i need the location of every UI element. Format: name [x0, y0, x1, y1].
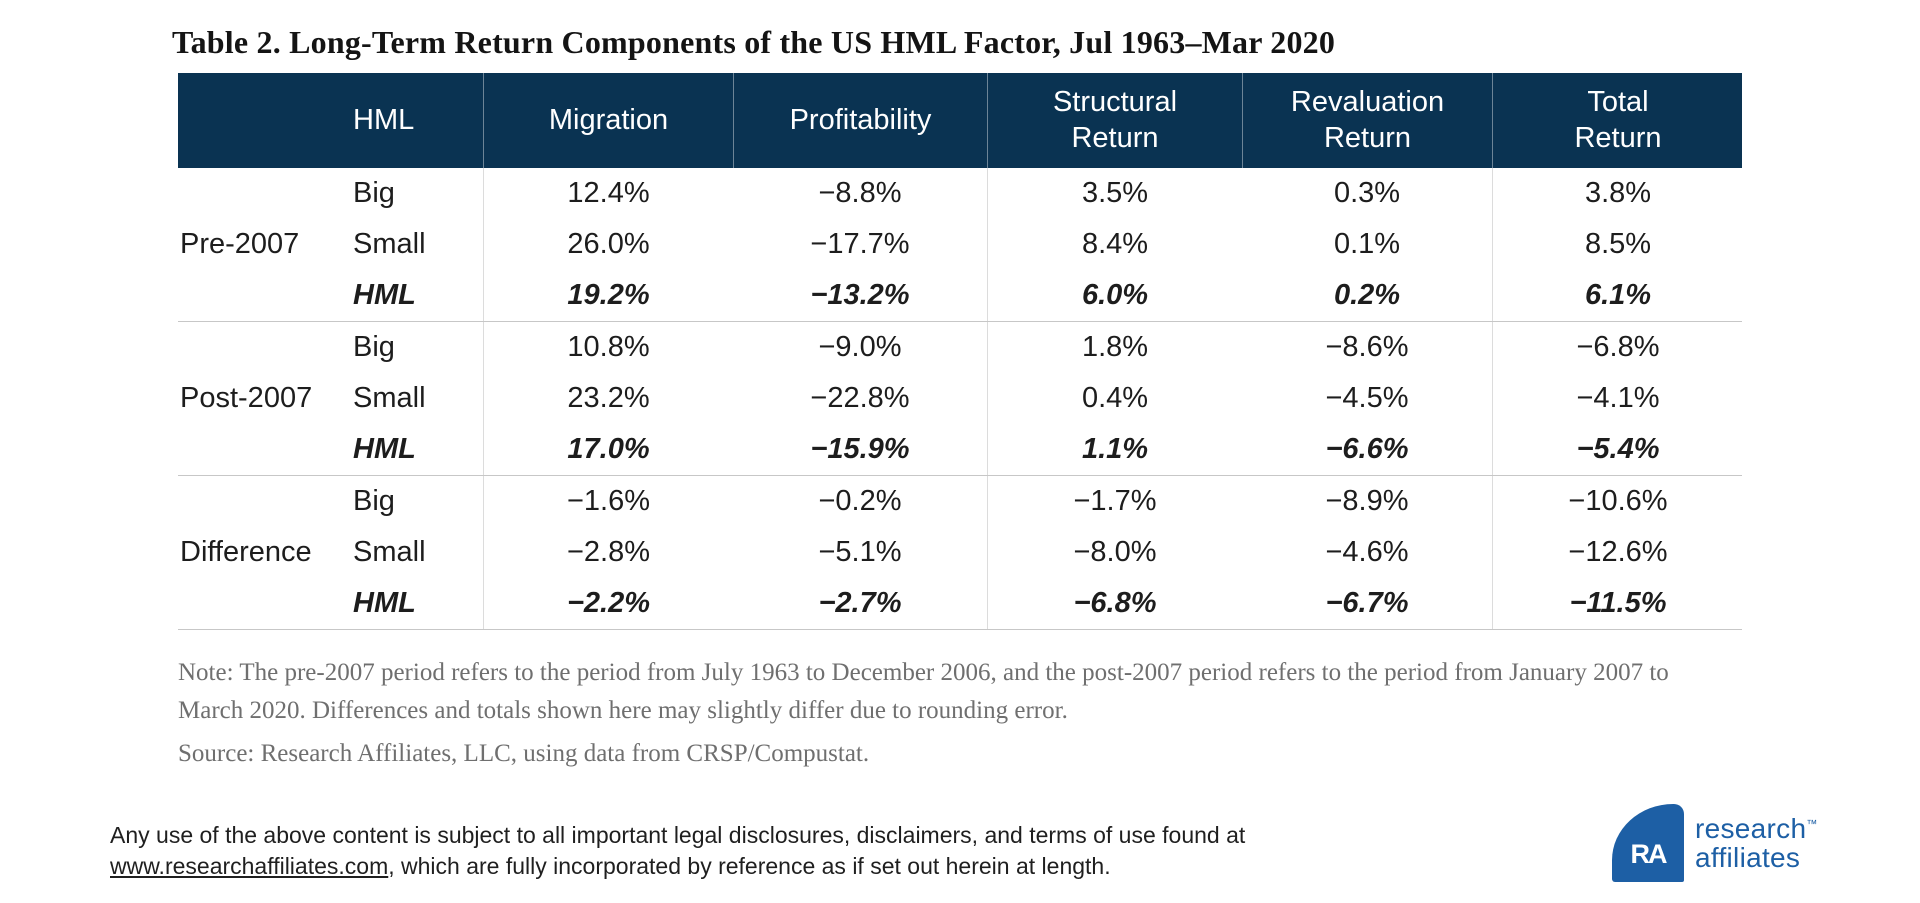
value-cell: −5.4%	[1492, 424, 1743, 475]
row-size-label: Big	[353, 177, 395, 209]
table-body: Pre-2007 Big 12.4% −8.8% 3.5% 0.3% 3.8% …	[178, 168, 1742, 630]
value-cell: −5.1%	[818, 536, 902, 568]
value-cell: −8.9%	[1325, 485, 1409, 517]
value-cell: 26.0%	[483, 219, 733, 270]
header-total-line1: Total	[1587, 86, 1649, 119]
value-cell: −12.6%	[1492, 527, 1743, 578]
value-cell: 6.0%	[987, 270, 1242, 321]
value-cell: 0.3%	[1333, 177, 1401, 209]
source-text: Source: Research Affiliates, LLC, using …	[178, 740, 870, 767]
value-cell: 3.5%	[987, 168, 1242, 219]
value-cell: −6.8%	[987, 578, 1242, 629]
value-cell: −22.8%	[810, 382, 910, 414]
value-cell: 8.5%	[1492, 219, 1743, 270]
row-size-label: Small	[353, 382, 426, 414]
logo-line1: research	[1695, 812, 1807, 844]
value-cell: −4.5%	[1325, 382, 1409, 414]
header-migration: Migration	[483, 73, 733, 168]
ra-logo-mark-icon: RA	[1612, 804, 1684, 882]
value-cell: −6.8%	[1492, 322, 1743, 373]
value-cell: 17.0%	[483, 424, 733, 475]
row-size-label: HML	[353, 433, 416, 465]
value-cell: 1.8%	[987, 322, 1242, 373]
row-size-label: Small	[353, 228, 426, 260]
header-structural-line2: Return	[1071, 121, 1159, 154]
header-structural-return: Structural Return	[987, 73, 1242, 168]
value-cell: −2.7%	[818, 587, 902, 619]
value-cell: −1.6%	[483, 476, 733, 527]
value-cell: −17.7%	[810, 228, 910, 260]
researchaffiliates-link[interactable]: www.researchaffiliates.com	[110, 852, 389, 879]
value-cell: 0.1%	[1333, 228, 1401, 260]
group-label: Difference	[180, 536, 312, 568]
table-header-row: HML Migration Profitability Structural R…	[178, 73, 1742, 168]
group-post-2007: Post-2007 Big 10.8% −9.0% 1.8% −8.6% −6.…	[178, 322, 1742, 476]
header-total-return: Total Return	[1492, 73, 1743, 168]
logo-wordmark: research™ affiliates	[1695, 814, 1818, 872]
value-cell: −15.9%	[810, 433, 910, 465]
value-cell: 3.8%	[1492, 168, 1743, 219]
group-difference: Difference Big −1.6% −0.2% −1.7% −8.9% −…	[178, 476, 1742, 630]
row-size-label: Big	[353, 485, 395, 517]
value-cell: 1.1%	[987, 424, 1242, 475]
row-size-label: HML	[353, 587, 416, 619]
table-title: Table 2. Long-Term Return Components of …	[172, 24, 1336, 60]
trademark-symbol: ™	[1806, 818, 1818, 831]
value-cell: −9.0%	[818, 331, 902, 363]
header-revaluation-line2: Return	[1323, 121, 1412, 154]
value-cell: 8.4%	[987, 219, 1242, 270]
hml-returns-table: HML Migration Profitability Structural R…	[178, 73, 1742, 630]
note-text: Note: The pre-2007 period refers to the …	[178, 659, 1669, 724]
value-cell: −2.8%	[483, 527, 733, 578]
legal-text-before-link: Any use of the above content is subject …	[110, 822, 1246, 848]
row-size-label: Big	[353, 331, 395, 363]
legal-text-after-link: , which are fully incorporated by refere…	[388, 852, 1111, 879]
legal-disclaimer: Any use of the above content is subject …	[110, 820, 1360, 881]
header-profitability: Profitability	[733, 73, 987, 168]
value-cell: 10.8%	[483, 322, 733, 373]
value-cell: −1.7%	[987, 476, 1242, 527]
value-cell: −4.1%	[1492, 373, 1743, 424]
value-cell: −2.2%	[483, 578, 733, 629]
value-cell: −8.8%	[818, 177, 902, 209]
value-cell: −8.0%	[987, 527, 1242, 578]
row-size-label: HML	[353, 279, 416, 311]
group-label: Pre-2007	[180, 228, 300, 260]
group-label: Post-2007	[180, 382, 313, 414]
value-cell: −10.6%	[1492, 476, 1743, 527]
value-cell: 12.4%	[483, 168, 733, 219]
header-total-line2: Return	[1574, 121, 1662, 154]
header-hml: HML	[353, 103, 415, 136]
value-cell: 6.1%	[1492, 270, 1743, 321]
header-revaluation-return: Revaluation Return	[1242, 73, 1492, 168]
value-cell: −11.5%	[1492, 578, 1743, 629]
header-structural-line1: Structural	[1052, 86, 1178, 119]
value-cell: −13.2%	[810, 279, 910, 311]
table-notes: Note: The pre-2007 period refers to the …	[178, 654, 1740, 773]
research-affiliates-logo: RA research™ affiliates	[1612, 804, 1818, 882]
value-cell: −0.2%	[818, 485, 902, 517]
value-cell: 0.2%	[1333, 279, 1401, 311]
value-cell: 0.4%	[987, 373, 1242, 424]
group-pre-2007: Pre-2007 Big 12.4% −8.8% 3.5% 0.3% 3.8% …	[178, 168, 1742, 322]
row-size-label: Small	[353, 536, 426, 568]
value-cell: −6.7%	[1325, 587, 1409, 619]
header-revaluation-line1: Revaluation	[1290, 86, 1445, 119]
ra-monogram: RA	[1630, 839, 1668, 869]
value-cell: −8.6%	[1325, 331, 1409, 363]
value-cell: 23.2%	[483, 373, 733, 424]
value-cell: −6.6%	[1325, 433, 1409, 465]
value-cell: 19.2%	[483, 270, 733, 321]
value-cell: −4.6%	[1325, 536, 1409, 568]
logo-line2: affiliates	[1695, 842, 1801, 873]
